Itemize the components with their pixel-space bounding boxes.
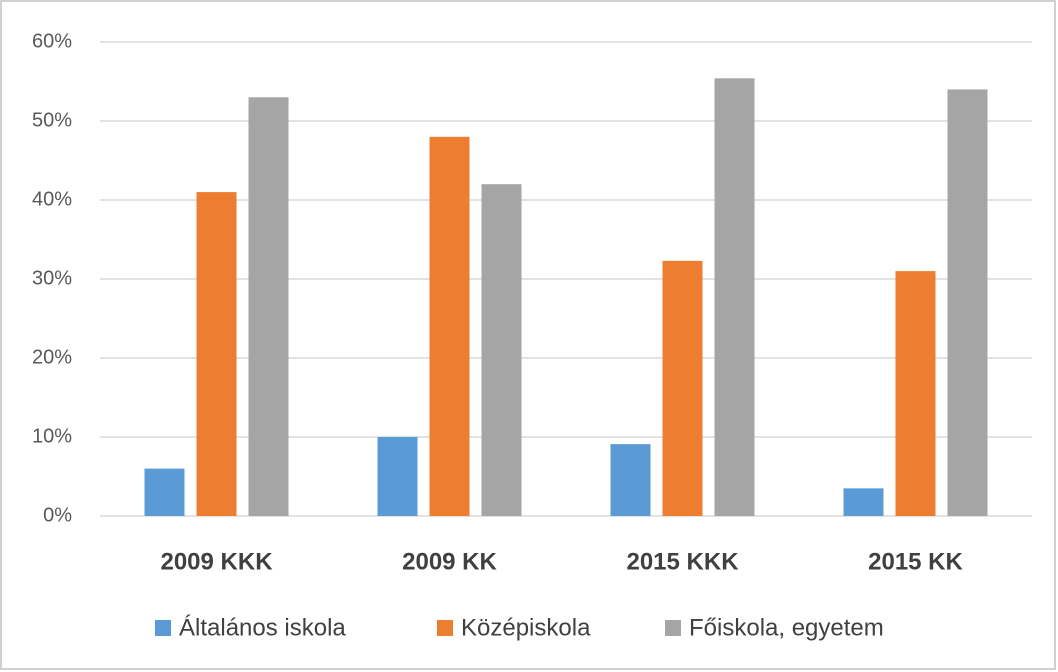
x-tick-label: 2015 KK (868, 548, 963, 575)
legend-swatch (437, 620, 453, 636)
y-tick-label: 0% (43, 504, 72, 526)
bar (377, 437, 418, 516)
y-tick-label: 40% (32, 188, 72, 210)
legend-swatch (155, 620, 171, 636)
bar (662, 260, 703, 516)
legend-label: Középiskola (461, 614, 591, 641)
y-tick-label: 50% (32, 109, 72, 131)
bar (895, 271, 936, 516)
x-tick-label: 2015 KKK (626, 548, 739, 575)
bar (429, 136, 470, 517)
bar (610, 444, 651, 516)
bar (947, 89, 988, 517)
y-tick-label: 10% (32, 425, 72, 447)
y-tick-label: 30% (32, 267, 72, 289)
bar (144, 468, 185, 516)
y-tick-label: 60% (32, 30, 72, 52)
bar (714, 78, 755, 516)
bar (481, 184, 522, 516)
bar (248, 97, 289, 517)
bar (843, 488, 884, 516)
y-tick-label: 20% (32, 346, 72, 368)
legend-label: Általános iskola (179, 614, 346, 641)
legend-swatch (665, 620, 681, 636)
x-tick-label: 2009 KK (402, 548, 497, 575)
bar (196, 192, 237, 516)
legend-label: Főiskola, egyetem (689, 614, 884, 641)
x-tick-label: 2009 KKK (160, 548, 273, 575)
